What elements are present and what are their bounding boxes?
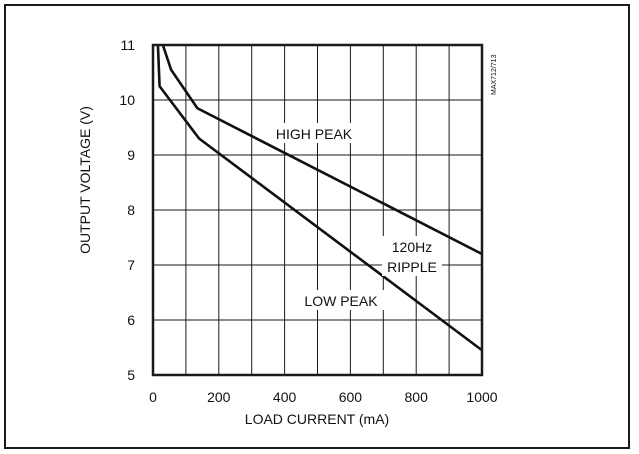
high-peak-label: HIGH PEAK	[276, 126, 353, 142]
series-line-high-peak	[161, 44, 483, 256]
y-tick-label: 5	[127, 367, 135, 383]
series-line-low-peak	[156, 44, 483, 352]
ripple-label-line2: RIPPLE	[387, 259, 437, 275]
y-tick-label: 7	[127, 257, 135, 273]
x-tick-label: 600	[339, 389, 363, 405]
annotation-low-peak: LOW PEAK	[298, 290, 384, 310]
x-tick-label: 0	[149, 389, 157, 405]
y-tick-label: 9	[127, 147, 135, 163]
y-tick-label: 6	[127, 312, 135, 328]
series-lines	[156, 44, 483, 352]
y-axis-label: OUTPUT VOLTAGE (V)	[77, 106, 93, 254]
x-tick-label: 1000	[466, 389, 497, 405]
x-axis-label: LOAD CURRENT (mA)	[245, 411, 389, 427]
grid	[153, 45, 482, 375]
x-tick-label: 200	[207, 389, 231, 405]
y-tick-label: 8	[127, 202, 135, 218]
low-peak-label: LOW PEAK	[304, 293, 378, 309]
tick-labels: 0 200 400 600 800 1000 5 6 7 8 9 10 11	[119, 37, 497, 405]
x-tick-label: 400	[273, 389, 297, 405]
ripple-label-line1: 120Hz	[392, 239, 432, 255]
y-tick-label: 11	[120, 37, 135, 53]
x-tick-label: 800	[405, 389, 429, 405]
y-tick-label: 10	[119, 92, 135, 108]
part-code-label: MAX712/713	[491, 54, 498, 95]
annotation-high-peak: HIGH PEAK	[268, 123, 360, 143]
plot-border	[151, 43, 484, 377]
annotation-ripple: 120Hz RIPPLE	[382, 236, 442, 276]
